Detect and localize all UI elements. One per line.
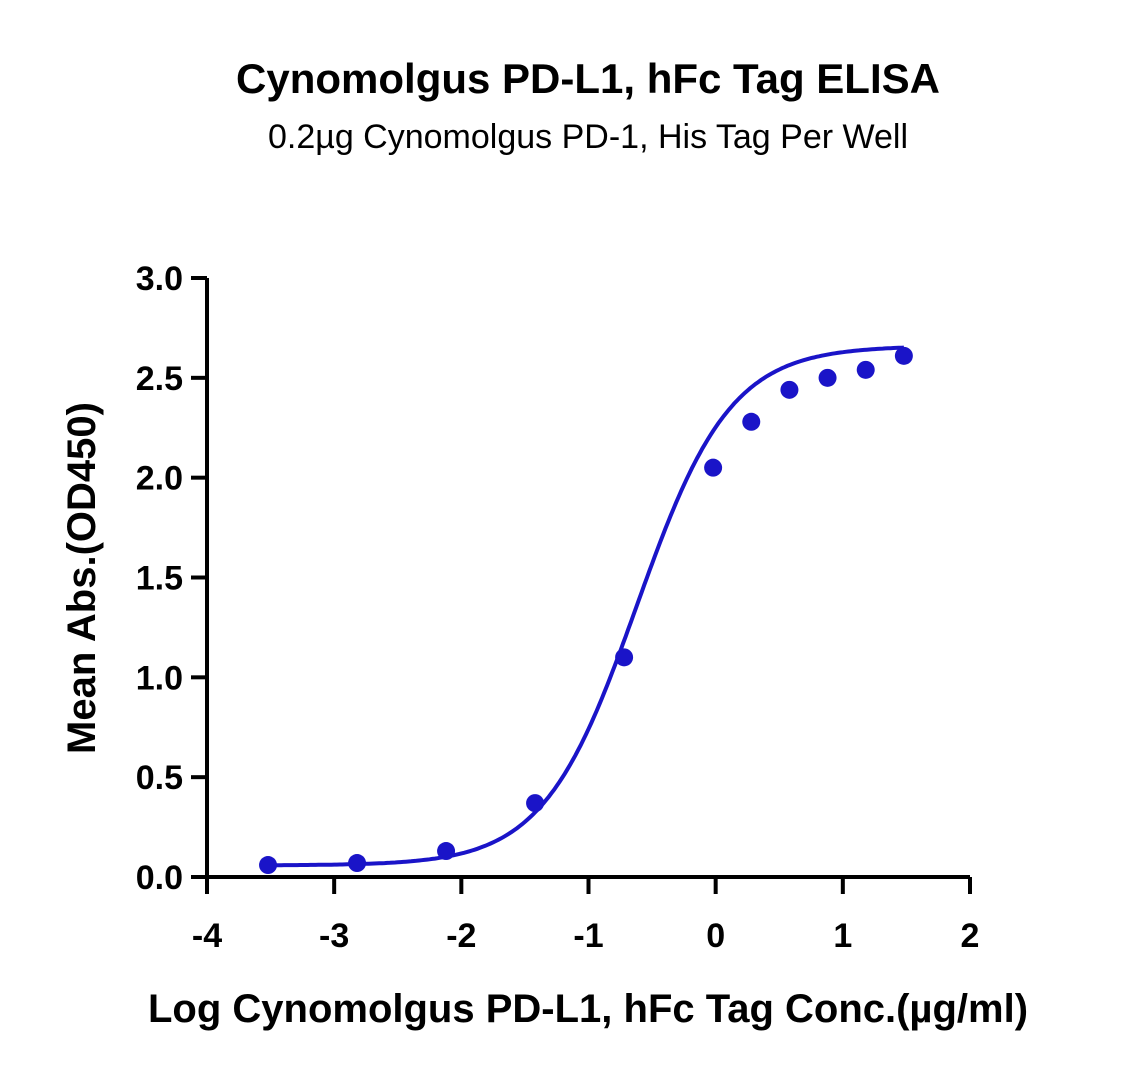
data-point [526, 794, 545, 813]
chart-subtitle: 0.2µg Cynomolgus PD-1, His Tag Per Well [268, 118, 908, 156]
x-tick-label: -4 [192, 917, 222, 955]
data-point [742, 412, 761, 431]
y-tick-label: 3.0 [136, 260, 183, 298]
x-tick-label: 2 [961, 917, 980, 955]
data-point [437, 842, 456, 861]
x-tick-label: -2 [446, 917, 476, 955]
y-tick-label: 0.5 [136, 759, 183, 797]
data-point [818, 368, 837, 387]
x-tick-label: -1 [573, 917, 603, 955]
y-axis: 0.0 0.5 1.0 1.5 2.0 2.5 3.0 [136, 260, 209, 897]
data-point [348, 854, 367, 873]
x-tick-label: 1 [833, 917, 852, 955]
data-point [780, 380, 799, 399]
plot-area [259, 345, 913, 875]
y-tick-label: 1.0 [136, 659, 183, 697]
x-axis-label: Log Cynomolgus PD-L1, hFc Tag Conc.(µg/m… [148, 987, 1028, 1031]
y-tick-label: 2.5 [136, 360, 183, 398]
y-tick-label: 1.5 [136, 560, 183, 598]
data-point [856, 360, 875, 379]
chart-title: Cynomolgus PD-L1, hFc Tag ELISA [236, 55, 940, 102]
x-axis: -4 -3 -2 -1 0 1 2 [192, 875, 980, 955]
y-tick-label: 0.0 [136, 859, 183, 897]
x-tick-label: -3 [319, 917, 349, 955]
x-tick-label: 0 [706, 917, 725, 955]
fit-curve [268, 345, 904, 868]
y-tick-label: 2.0 [136, 460, 183, 498]
y-axis-label: Mean Abs.(OD450) [60, 402, 104, 754]
data-point [704, 458, 723, 477]
data-point [615, 648, 634, 667]
data-point [894, 346, 913, 365]
data-point [259, 856, 278, 875]
